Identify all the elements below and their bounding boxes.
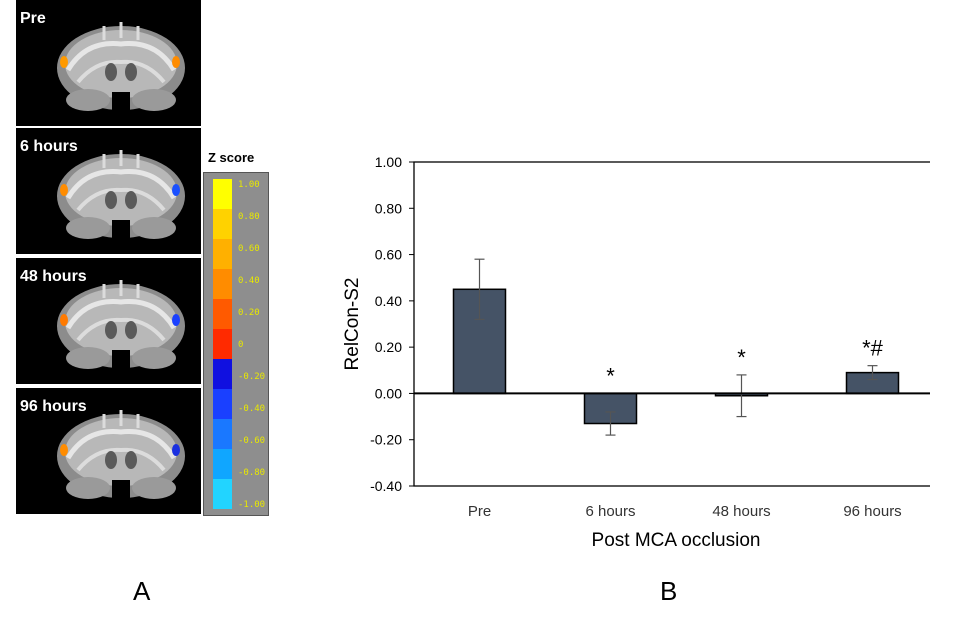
colorbar-swatch [213,479,232,509]
y-tick-label: 0.20 [375,339,402,355]
y-tick-label: -0.40 [370,478,402,494]
brain-slice-image [57,22,185,126]
colorbar-tick-label: -0.20 [238,372,266,382]
colorbar-tick-label: -0.60 [238,436,266,446]
y-tick-label: 0.40 [375,293,402,309]
brain-slice-image [57,280,185,384]
brain-slice-image [57,150,185,254]
bar-chart: 1.00 0.80 0.60 0.40 0.20 0.00 -0.20 -0.40 Pre 6 h… [342,154,930,551]
colorbar-swatch [213,449,232,479]
x-tick-label: 6 hours [585,503,635,520]
colorbar-swatch [213,389,232,419]
scan-panel: 48 hours [16,258,201,384]
x-tick-label: 96 hours [843,503,901,520]
scan-panel: Pre [16,0,201,126]
colorbar-tick-label: 0.60 [238,244,260,254]
colorbar-tick-label: 1.00 [238,180,260,190]
significance-marker: *# [862,336,884,361]
brain-slice-image [57,410,185,514]
y-tick-label: 1.00 [375,154,402,170]
colorbar-tick-label: -0.80 [238,468,266,478]
colorbar-tick-label: -1.00 [238,500,266,510]
y-tick-label: -0.20 [370,432,402,448]
colorbar-swatch [213,419,232,449]
error-bar [736,374,747,418]
figure-label-b: B [660,576,678,606]
scan-panel: 96 hours [16,388,201,514]
scan-label: Pre [20,10,46,27]
z-score-colorbar: 1.00 0.80 0.60 0.40 0.20 0 -0.20 -0.40 -0.60 -0.8… [203,172,269,516]
colorbar-swatch [213,359,232,389]
scan-label: 96 hours [20,398,87,415]
x-tick-label: Pre [468,503,491,520]
y-tick-label: 0.60 [375,247,402,263]
colorbar-tick-label: 0.20 [238,308,260,318]
colorbar-swatch [213,209,232,239]
colorbar-swatch [213,179,232,209]
colorbar-swatch [213,269,232,299]
colorbar-tick-label: -0.40 [238,404,266,414]
error-bar [474,258,485,320]
significance-marker: * [606,363,615,388]
significance-marker: * [737,345,746,370]
y-tick-label: 0.80 [375,200,402,216]
colorbar-swatch [213,329,232,359]
colorbar-tick-label: 0.40 [238,276,260,286]
colorbar-tick-label: 0 [238,340,244,350]
plot-area [413,161,930,487]
figure-label-a: A [133,576,151,606]
error-bar [867,365,878,381]
y-tick-label: 0.00 [375,385,402,401]
scan-label: 48 hours [20,268,87,285]
colorbar-swatch [213,239,232,269]
error-bar [605,411,616,436]
x-tick-label: 48 hours [712,503,770,520]
colorbar-tick-label: 0.80 [238,212,260,222]
scan-label: 6 hours [20,138,78,155]
scan-panel: 6 hours [16,128,201,254]
colorbar-swatch [213,299,232,329]
y-axis-label: RelCon-S2 [342,278,363,371]
colorbar-title: Z score [208,150,255,165]
x-axis-label: Post MCA occlusion [592,530,761,551]
